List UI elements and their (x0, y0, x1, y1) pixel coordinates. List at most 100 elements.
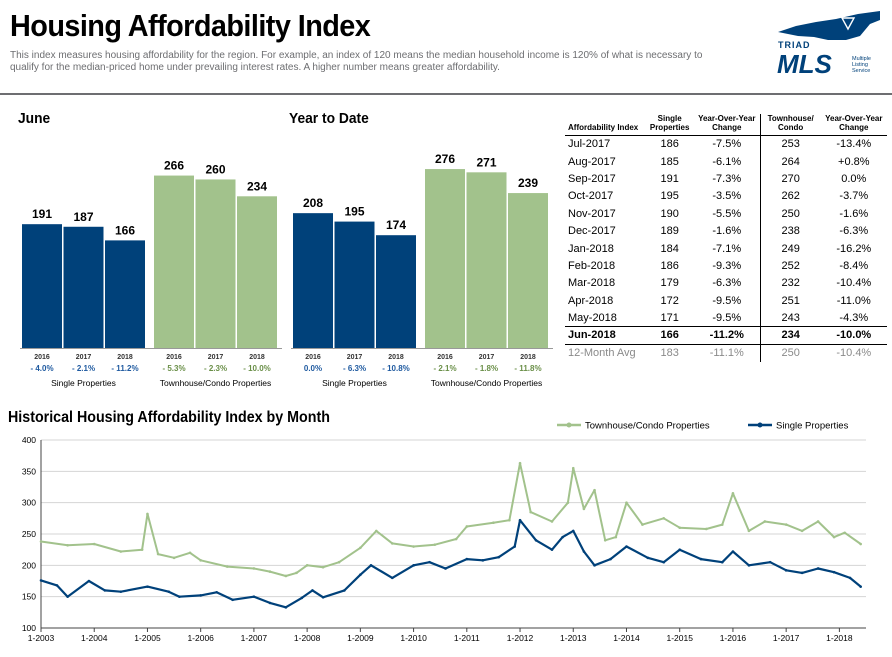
series-point (593, 564, 596, 567)
table-cell: -4.3% (839, 311, 869, 324)
series-point (252, 567, 256, 570)
series-point (763, 520, 767, 523)
series-point (816, 567, 820, 570)
table-cell: 234 (759, 326, 821, 345)
bar (22, 224, 62, 348)
series-point (678, 548, 682, 551)
logo-line-2: MLS (777, 49, 833, 79)
series-point (199, 559, 202, 562)
series-point (39, 540, 43, 543)
logo-tag-2: Listing (852, 62, 868, 68)
series-point (662, 560, 666, 564)
series-point (295, 571, 298, 575)
series-point (321, 565, 325, 569)
bar-change-label: - 4.0% (30, 364, 53, 373)
series-point (284, 574, 288, 578)
bar (63, 226, 104, 348)
series-point (705, 527, 708, 531)
triad-mls-logo: TRIAD MLS Multiple Listing Service (777, 11, 880, 79)
table-cell: -13.4% (836, 138, 872, 151)
table-cell: 185 (660, 155, 679, 168)
series-point (412, 564, 415, 567)
historical-line-chart: 100 150 200 250 300 350 400 1-2003 1-2004 1-2005 1… (22, 421, 866, 643)
x-tick-label: 1-2012 (507, 633, 534, 643)
bar-value-label: 187 (73, 210, 93, 224)
bar-change-label: - 2.1% (433, 364, 456, 373)
table-cell: -8.4% (839, 259, 869, 272)
table-cell: 183 (660, 347, 679, 360)
logo-tag-3: Service (852, 68, 870, 74)
table-cell: -16.2% (836, 242, 872, 255)
bar-change-label: - 5.3% (162, 364, 185, 373)
series-point (92, 542, 96, 546)
x-tick-label: 1-2009 (347, 633, 374, 643)
table-row: Dec-2017 189 -1.6% 238 -6.3% (565, 222, 887, 240)
series-point (433, 543, 437, 546)
series-point (268, 601, 272, 605)
bar-value-label: 266 (164, 159, 184, 173)
series-point (529, 510, 532, 514)
logo-line-1: TRIAD (778, 40, 811, 50)
legend-marker (757, 422, 763, 428)
june-bar-chart: 191 2016 - 4.0% 187 2017 - 2.1% 166 2018 - 11.2%… (20, 159, 282, 388)
column-header: Single Properties (649, 114, 690, 132)
series-point (731, 550, 735, 553)
series-point (747, 564, 751, 567)
header-divider (0, 93, 892, 95)
bar (508, 193, 548, 348)
table-cell: -3.7% (839, 190, 869, 203)
bar-value-label: 208 (303, 196, 323, 210)
bar-year-label: 2018 (388, 354, 404, 361)
table-row: Mar-2018 179 -6.3% 232 -10.4% (565, 274, 887, 293)
y-tick-label: 150 (22, 592, 36, 602)
table-cell: -1.6% (839, 207, 869, 220)
series-point (832, 535, 836, 539)
table-cell: 195 (660, 190, 679, 203)
series-point (625, 545, 628, 548)
june-panel-title: June (18, 110, 51, 127)
series-line (40, 462, 862, 577)
bar-change-label: - 2.3% (204, 364, 227, 373)
table-row: Jan-2018 184 -7.1% 249 -16.2% (565, 239, 887, 258)
table-cell: 172 (660, 294, 679, 307)
bar-value-label: 191 (32, 207, 52, 221)
table-cell: Mar-2018 (568, 277, 616, 290)
table-cell: Oct-2017 (568, 190, 614, 203)
table-cell: 189 (660, 225, 679, 238)
bar (334, 221, 375, 348)
bar (293, 213, 333, 348)
series-point (859, 585, 862, 588)
series-point (119, 550, 123, 553)
series-point (103, 589, 107, 592)
legend-marker (566, 422, 572, 428)
table-row: Sep-2017 191 -7.3% 270 0.0% (565, 170, 887, 188)
series-point (720, 523, 724, 526)
table-cell: 262 (759, 187, 821, 206)
series-point (87, 579, 91, 583)
series-point (156, 552, 160, 556)
table-cell: 190 (660, 207, 679, 220)
table-cell: 270 (759, 170, 821, 188)
table-cell: 264 (759, 152, 821, 171)
table-row: Feb-2018 186 -9.3% 252 -8.4% (565, 257, 887, 275)
nc-map-shape-icon (778, 11, 880, 40)
bar-change-label: - 10.0% (243, 364, 271, 373)
x-tick-label: 1-2014 (613, 633, 640, 643)
table-cell: Feb-2018 (568, 259, 616, 272)
series-point (321, 595, 325, 599)
series-point (343, 589, 346, 592)
table-cell: -9.5% (712, 311, 742, 324)
series-point (784, 569, 788, 572)
series-point (859, 542, 862, 546)
series-point (699, 557, 703, 561)
series-point (454, 537, 458, 541)
table-cell: -7.5% (712, 138, 742, 151)
bar-group-label: Single Properties (322, 378, 387, 388)
table-cell: 166 (645, 326, 694, 345)
bar-change-label: - 6.3% (343, 364, 366, 373)
y-tick-label: 250 (22, 529, 36, 539)
series-point (678, 526, 682, 530)
bar-group-label: Townhouse/Condo Properties (160, 378, 272, 388)
table-cell: 249 (759, 239, 821, 258)
series-point (593, 488, 596, 492)
